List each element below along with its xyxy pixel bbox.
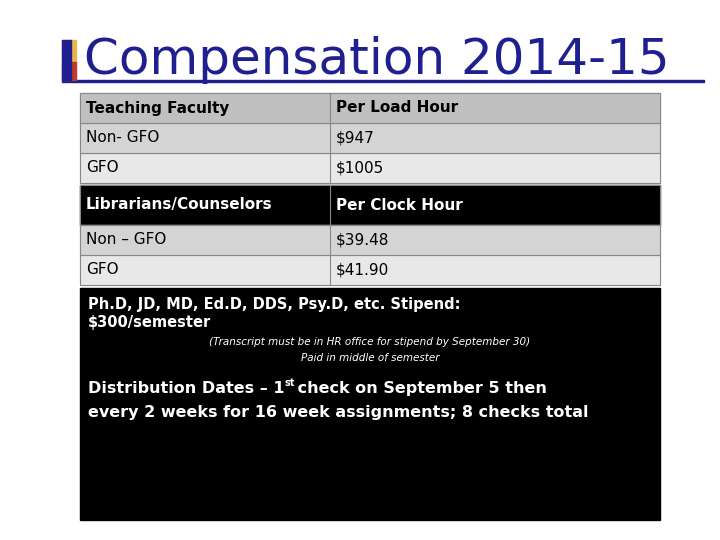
Bar	[62, 40, 76, 62]
Bar	[62, 40, 71, 80]
Text: $300/semester: $300/semester	[88, 314, 211, 329]
Text: $947: $947	[336, 131, 374, 145]
Text: $41.90: $41.90	[336, 262, 390, 278]
Bar	[62, 62, 76, 80]
Bar	[80, 185, 660, 225]
Text: Distribution Dates – 1: Distribution Dates – 1	[88, 381, 284, 396]
Text: check on September 5 then: check on September 5 then	[292, 381, 547, 396]
Bar	[80, 225, 660, 255]
Text: Compensation 2014-15: Compensation 2014-15	[84, 36, 670, 84]
Text: Ph.D, JD, MD, Ed.D, DDS, Psy.D, etc. Stipend:: Ph.D, JD, MD, Ed.D, DDS, Psy.D, etc. Sti…	[88, 296, 461, 312]
Text: $39.48: $39.48	[336, 233, 390, 247]
Bar	[80, 255, 660, 285]
Bar	[80, 153, 660, 183]
Bar	[80, 153, 660, 183]
Text: Non- GFO: Non- GFO	[86, 131, 159, 145]
Text: GFO: GFO	[86, 262, 119, 278]
Text: every 2 weeks for 16 week assignments; 8 checks total: every 2 weeks for 16 week assignments; 8…	[88, 405, 588, 420]
Bar	[80, 255, 660, 285]
Text: Non – GFO: Non – GFO	[86, 233, 166, 247]
Text: Per Load Hour: Per Load Hour	[336, 100, 458, 116]
Text: GFO: GFO	[86, 160, 119, 176]
Bar	[62, 79, 704, 82]
Text: (Transcript must be in HR office for stipend by September 30): (Transcript must be in HR office for sti…	[210, 337, 531, 347]
Text: st: st	[284, 378, 295, 388]
Text: Librarians/Counselors: Librarians/Counselors	[86, 198, 273, 213]
Bar	[80, 93, 660, 123]
Text: Paid in middle of semester: Paid in middle of semester	[301, 353, 439, 363]
Bar	[80, 185, 660, 225]
Bar	[80, 225, 660, 255]
Bar	[80, 93, 660, 123]
Text: Per Clock Hour: Per Clock Hour	[336, 198, 463, 213]
Bar	[80, 288, 660, 520]
Text: $1005: $1005	[336, 160, 384, 176]
Bar	[80, 123, 660, 153]
Text: Teaching Faculty: Teaching Faculty	[86, 100, 230, 116]
Bar	[80, 123, 660, 153]
